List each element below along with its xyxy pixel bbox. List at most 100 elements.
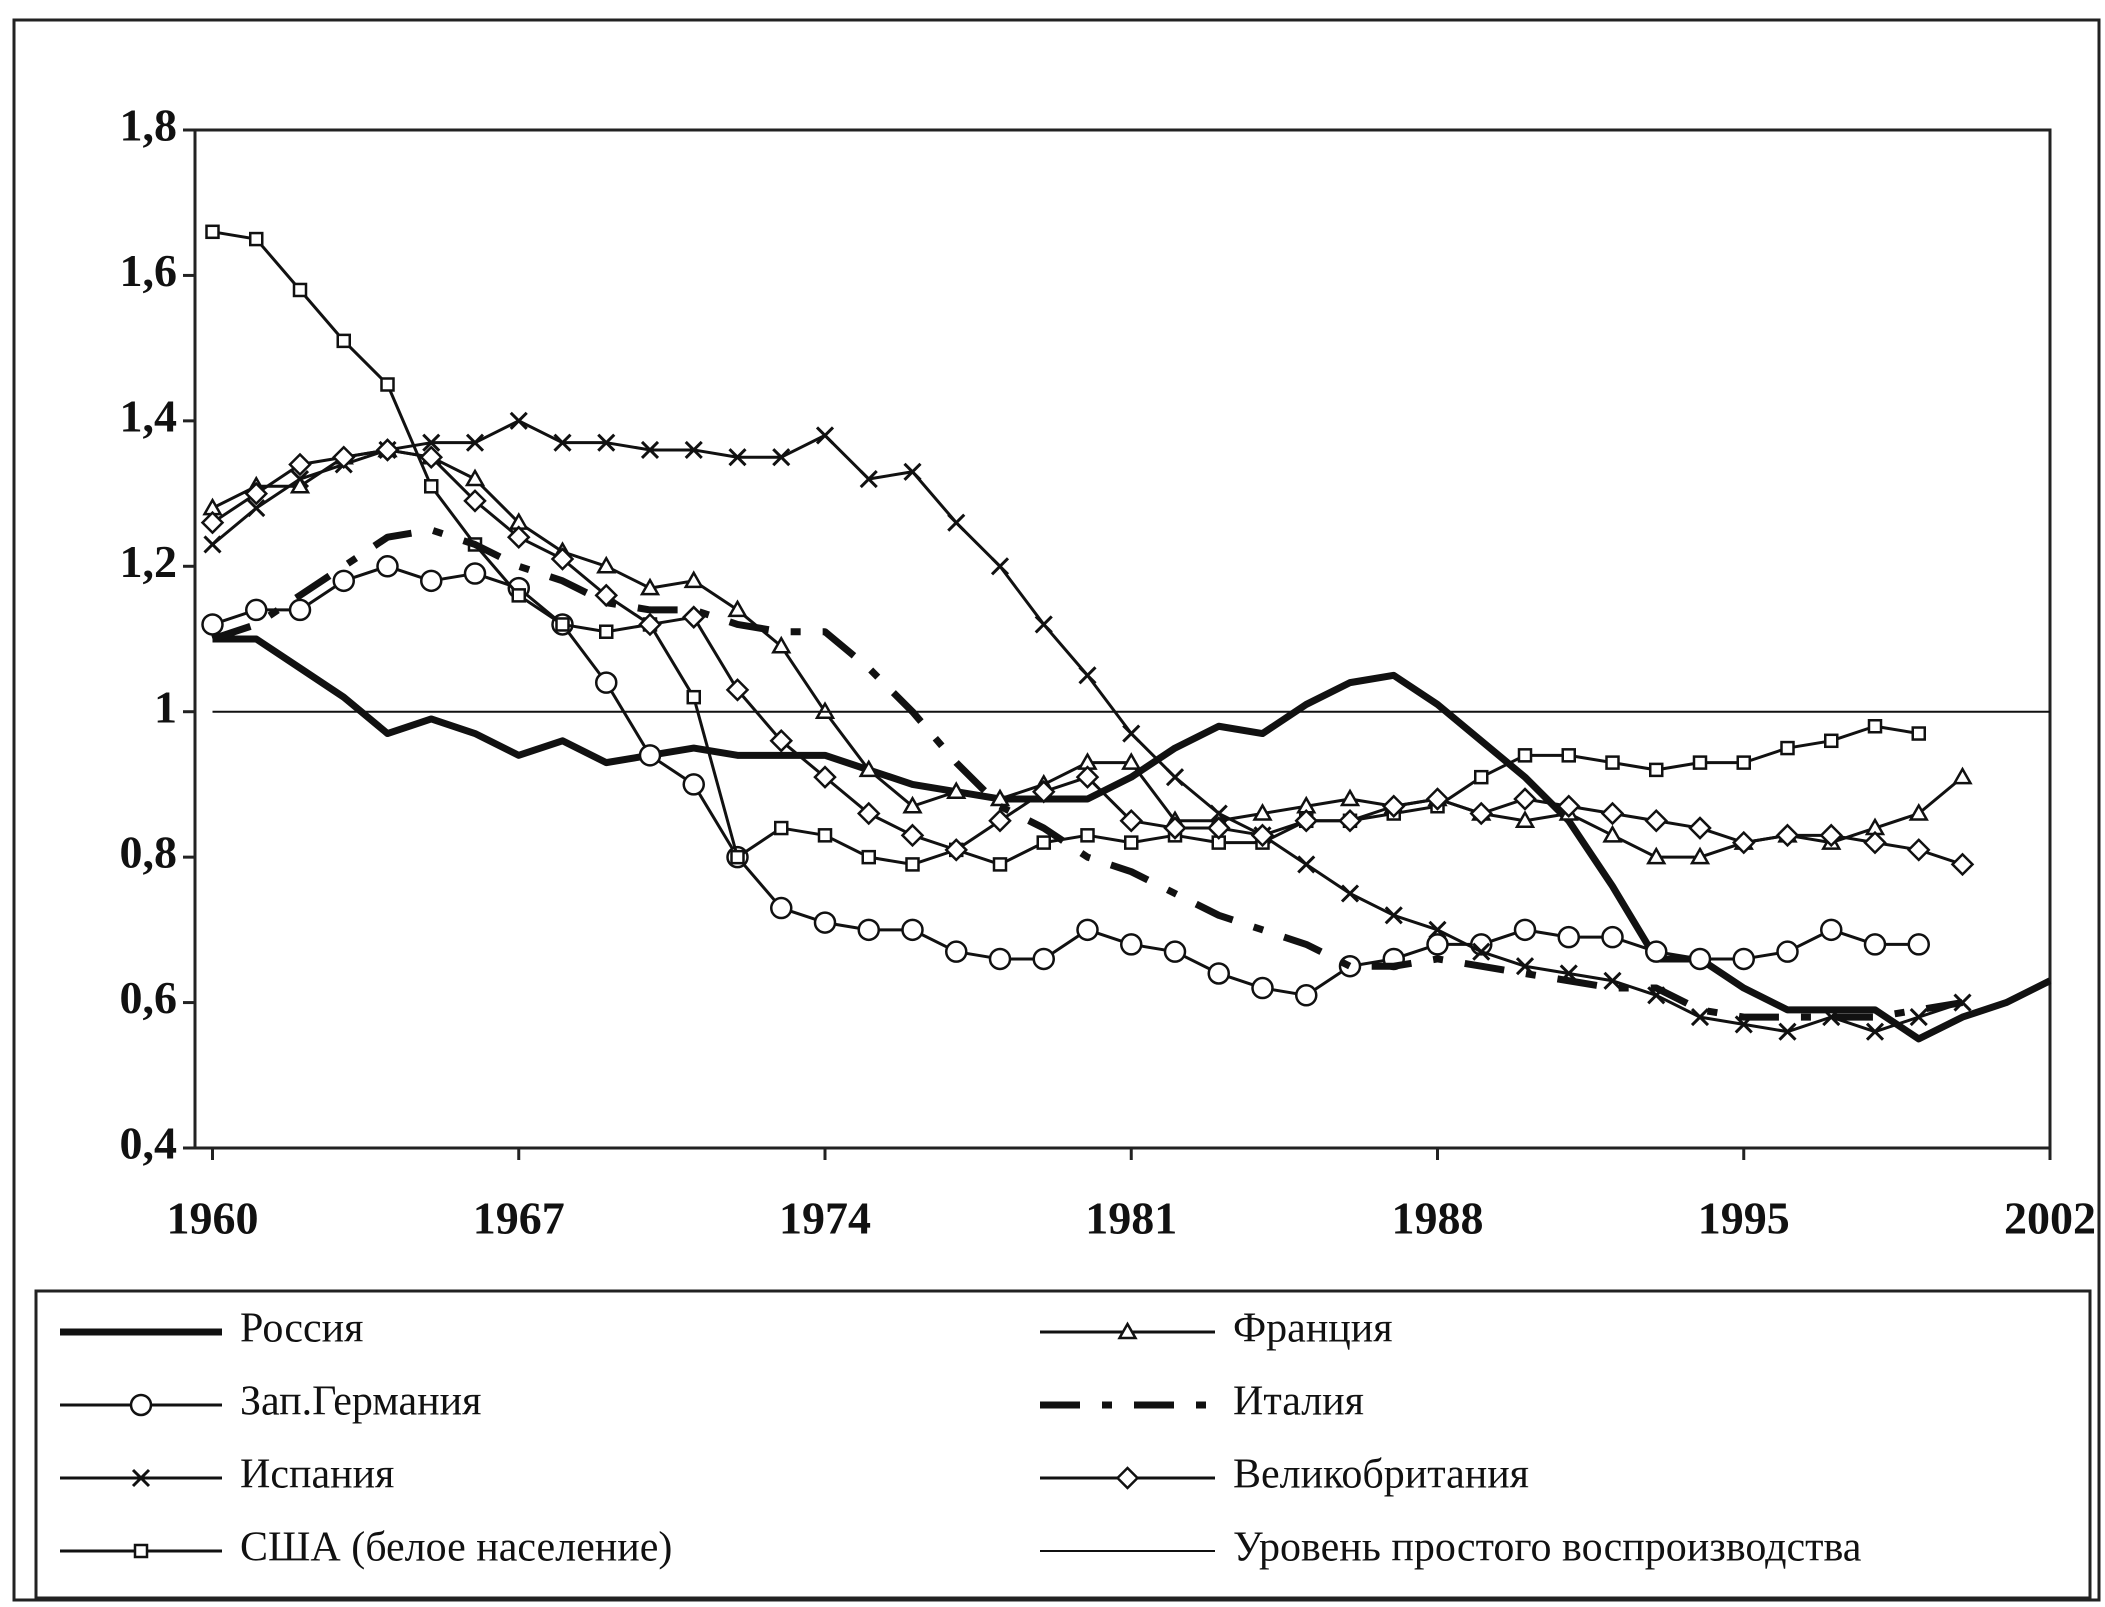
marker — [249, 231, 264, 247]
marker — [1381, 794, 1406, 819]
marker — [1863, 933, 1887, 956]
marker — [1911, 726, 1926, 741]
marker — [1426, 933, 1449, 956]
marker — [1556, 794, 1581, 819]
marker — [858, 759, 879, 778]
marker — [463, 562, 487, 585]
series-line — [212, 230, 1919, 866]
marker — [859, 469, 878, 489]
marker — [465, 433, 485, 452]
marker — [1295, 984, 1318, 1007]
marker — [1688, 816, 1712, 840]
marker — [332, 569, 355, 593]
marker — [599, 624, 614, 639]
marker — [597, 433, 616, 452]
marker — [817, 828, 833, 843]
marker — [1600, 801, 1625, 826]
figure-frame — [12, 18, 2101, 1602]
marker — [988, 809, 1012, 833]
marker — [201, 613, 224, 636]
marker — [288, 598, 312, 622]
marker — [594, 583, 619, 608]
marker — [988, 947, 1012, 971]
marker — [1165, 768, 1185, 787]
marker — [506, 525, 531, 549]
marker — [945, 940, 968, 963]
marker — [1953, 993, 1972, 1012]
marker — [129, 1393, 153, 1417]
marker — [857, 918, 880, 942]
marker — [1078, 666, 1097, 685]
marker — [1163, 816, 1187, 840]
marker — [1117, 1321, 1138, 1340]
marker — [1688, 947, 1712, 971]
marker — [205, 224, 220, 240]
marker — [1080, 828, 1095, 843]
marker — [769, 729, 794, 753]
marker — [682, 773, 705, 796]
marker — [1206, 816, 1231, 840]
marker — [813, 911, 837, 934]
marker — [247, 499, 266, 518]
legend-label: Великобритания — [1233, 1452, 1529, 1498]
x-tick-label: 1960 — [167, 1193, 259, 1244]
y-tick-label: 1,8 — [120, 100, 178, 151]
marker — [1645, 940, 1668, 963]
marker — [331, 445, 356, 469]
marker — [1822, 1008, 1841, 1027]
marker — [856, 801, 881, 826]
legend-label: Франция — [1233, 1306, 1393, 1352]
x-tick-label: 1967 — [473, 1193, 565, 1244]
marker — [595, 671, 618, 694]
marker — [772, 448, 791, 467]
marker — [1252, 802, 1273, 821]
marker — [1601, 925, 1624, 949]
marker — [901, 918, 924, 942]
marker — [1294, 809, 1319, 833]
marker — [1692, 755, 1708, 770]
marker — [1075, 765, 1100, 789]
marker — [1036, 835, 1051, 850]
marker — [245, 598, 268, 622]
marker — [1776, 940, 1799, 963]
marker — [990, 557, 1010, 576]
x-tick-label: 1995 — [1698, 1193, 1790, 1244]
marker — [464, 468, 486, 487]
marker — [1124, 835, 1139, 850]
marker — [992, 857, 1008, 872]
marker — [638, 612, 662, 637]
marker — [420, 569, 443, 593]
marker — [1780, 740, 1795, 756]
marker — [424, 479, 439, 494]
y-tick-label: 0,6 — [120, 972, 178, 1023]
marker — [553, 433, 572, 452]
y-tick-label: 1,4 — [120, 390, 178, 441]
legend-label: Испания — [240, 1452, 394, 1498]
marker — [1513, 787, 1537, 811]
marker — [1514, 810, 1536, 829]
marker — [905, 857, 920, 872]
marker — [1824, 733, 1839, 749]
marker — [133, 1543, 149, 1559]
marker — [380, 377, 395, 392]
marker — [814, 701, 836, 719]
marker — [555, 617, 570, 632]
marker — [1690, 1008, 1710, 1027]
marker — [946, 781, 967, 799]
marker — [288, 452, 312, 477]
marker — [725, 678, 750, 702]
marker — [509, 411, 528, 430]
series-line — [212, 635, 2052, 1043]
legend-label: Россия — [240, 1306, 363, 1352]
marker — [463, 489, 487, 513]
marker — [861, 849, 876, 865]
marker — [1340, 884, 1360, 903]
marker — [1250, 823, 1275, 848]
marker — [1032, 947, 1055, 971]
marker — [686, 689, 701, 705]
x-tick-label: 2002 — [2004, 1193, 2096, 1244]
marker — [1472, 942, 1491, 961]
marker — [1644, 809, 1669, 833]
